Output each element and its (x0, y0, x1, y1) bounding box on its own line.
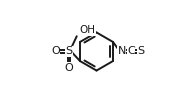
Text: O: O (51, 46, 60, 57)
Text: O: O (64, 63, 73, 73)
Text: C: C (127, 46, 135, 57)
Text: N: N (118, 46, 126, 57)
Text: OH: OH (79, 25, 95, 35)
Text: S: S (65, 46, 72, 57)
Text: S: S (137, 46, 144, 57)
